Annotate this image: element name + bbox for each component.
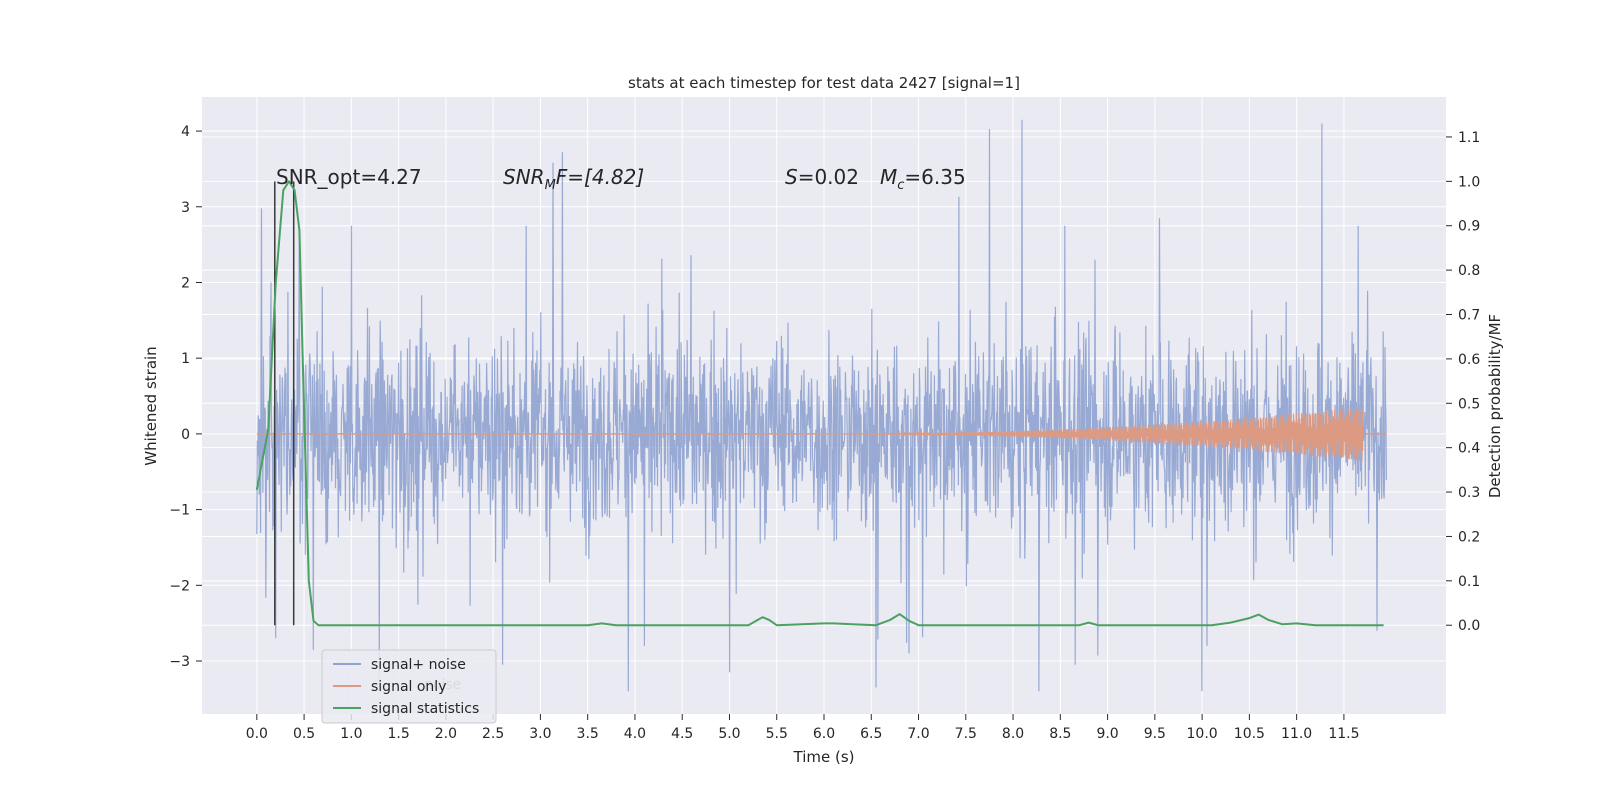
- y-left-tick-label: 2: [181, 275, 190, 291]
- y-left-tick-label: −2: [169, 578, 190, 594]
- y-right-tick-label: 0.1: [1458, 574, 1480, 590]
- marker-lines: [274, 181, 295, 626]
- y-right-tick-label: 0.5: [1458, 396, 1480, 412]
- legend-label-signal-only: signal only: [371, 679, 446, 695]
- x-tick-label: 3.0: [529, 726, 551, 742]
- legend: noise signal+ noise signal only signal s…: [321, 649, 497, 724]
- x-tick-label: 9.0: [1096, 726, 1118, 742]
- y-right-tick-label: 1.0: [1458, 174, 1480, 190]
- y-left-tick-label: 0: [181, 427, 190, 443]
- x-tick-label: 2.0: [435, 726, 457, 742]
- series-signal-only: [256, 408, 1387, 462]
- y-right-tick-label: 1.1: [1458, 130, 1480, 146]
- x-tick-label: 8.0: [1002, 726, 1024, 742]
- x-tick-label: 1.5: [387, 726, 409, 742]
- signal-statistics-line: [255, 180, 1384, 627]
- x-tick-label: 5.0: [718, 726, 740, 742]
- x-tick-label: 4.5: [671, 726, 693, 742]
- x-tick-label: 7.0: [907, 726, 929, 742]
- y-left-tick-label: −3: [169, 654, 190, 670]
- y-left-tick-label: 1: [181, 351, 190, 367]
- y-left-axis-label: Whitened strain: [142, 346, 160, 465]
- y-left-tick-label: −1: [169, 503, 190, 519]
- x-tick-label: 11.0: [1281, 726, 1312, 742]
- y-right-tick-label: 0.3: [1458, 485, 1480, 501]
- x-axis-ticks: 0.0 0.5 1.0 1.5 2.0 2.5 3.0 3.5 4.0 4.5 5.0 5.5 6.0 6…: [246, 714, 1359, 742]
- x-tick-label: 0.0: [246, 726, 268, 742]
- y-right-tick-label: 0.4: [1458, 441, 1480, 457]
- y-left-tick-label: 4: [181, 124, 190, 140]
- annotation-s: S=0.02: [785, 165, 859, 189]
- y-right-tick-label: 0.8: [1458, 263, 1480, 279]
- annotation-snr-mf: SNRMF=[4.82]: [503, 165, 644, 193]
- x-tick-label: 3.5: [577, 726, 599, 742]
- x-tick-label: 11.5: [1328, 726, 1359, 742]
- legend-ghost-text: noise: [424, 677, 461, 693]
- legend-label-signal-statistics: signal statistics: [371, 701, 479, 717]
- y-left-tick-label: 3: [181, 200, 190, 216]
- y-right-tick-label: 0.9: [1458, 219, 1480, 235]
- series-signal-statistics: [255, 180, 1384, 627]
- chart-title: stats at each timestep for test data 242…: [628, 74, 1020, 92]
- y-right-tick-label: 0.2: [1458, 529, 1480, 545]
- x-tick-label: 6.5: [860, 726, 882, 742]
- legend-label-signal-plus-noise: signal+ noise: [371, 657, 466, 673]
- series-signal-plus-noise: [256, 119, 1388, 692]
- x-tick-label: 0.5: [293, 726, 315, 742]
- annotation-snr-opt: SNR_opt=4.27: [276, 165, 422, 189]
- y-right-tick-label: 0.0: [1458, 618, 1480, 634]
- x-tick-label: 9.5: [1144, 726, 1166, 742]
- x-tick-label: 7.5: [955, 726, 977, 742]
- x-tick-label: 1.0: [340, 726, 362, 742]
- x-tick-label: 2.5: [482, 726, 504, 742]
- y-right-axis-ticks: 0.0 0.1 0.2 0.3 0.4 0.5 0.6 0.7 0.8 0.9 1.0 1.1: [1446, 130, 1480, 634]
- x-axis-label: Time (s): [793, 748, 855, 766]
- x-tick-label: 8.5: [1049, 726, 1071, 742]
- y-right-axis-label: Detection probability/MF: [1486, 314, 1504, 498]
- y-right-tick-label: 0.7: [1458, 308, 1480, 324]
- y-left-axis-ticks: −3 −2 −1 0 1 2 3 4: [169, 124, 202, 670]
- x-tick-label: 5.5: [766, 726, 788, 742]
- y-right-tick-label: 0.6: [1458, 352, 1480, 368]
- annotation-mc: Mc=6.35: [880, 165, 966, 193]
- x-tick-label: 10.5: [1234, 726, 1265, 742]
- x-tick-label: 4.0: [624, 726, 646, 742]
- x-tick-label: 10.0: [1187, 726, 1218, 742]
- legend-box: [321, 649, 497, 724]
- x-tick-label: 6.0: [813, 726, 835, 742]
- signal-only-chirp: [824, 408, 1364, 462]
- noise-trace: [256, 119, 1388, 692]
